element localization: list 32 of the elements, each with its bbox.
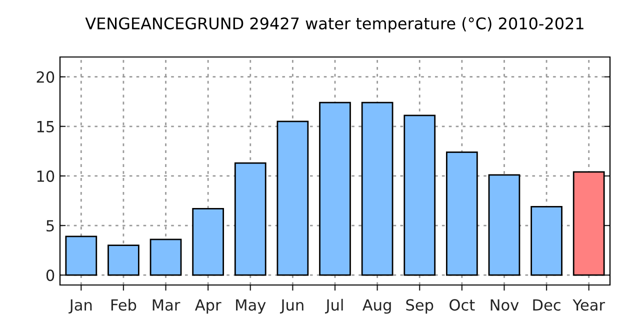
- bar: [488, 174, 520, 276]
- x-tick-label: Apr: [194, 299, 222, 314]
- x-tick-label: Jul: [324, 298, 343, 314]
- y-tick-label: 5: [46, 220, 54, 232]
- x-tick-label: Oct: [450, 299, 475, 311]
- bar: [572, 171, 605, 276]
- x-tick-label: Nov: [490, 299, 519, 311]
- x-tick-label: Year: [572, 299, 606, 311]
- bar: [192, 208, 224, 276]
- y-tick-label: 10: [37, 170, 54, 182]
- x-tick-label: May: [236, 299, 266, 314]
- x-tick-label: Aug: [362, 299, 391, 314]
- x-tick-label: Jan: [68, 299, 92, 314]
- y-tick-label: 20: [36, 71, 54, 83]
- x-tick-label: Dec: [533, 299, 560, 311]
- bar: [108, 244, 140, 276]
- bar: [319, 102, 351, 276]
- bar: [234, 162, 266, 276]
- x-tick-label: Sep: [406, 299, 434, 314]
- bar: [446, 151, 478, 276]
- bar: [276, 120, 309, 276]
- bar: [361, 102, 394, 276]
- x-tick-label: Feb: [111, 298, 136, 311]
- x-tick-label: Jun: [280, 299, 304, 314]
- x-tick-label: Mar: [152, 299, 180, 311]
- y-tick-label: 15: [37, 121, 54, 132]
- bar: [150, 238, 182, 276]
- y-tick-label: 0: [46, 270, 54, 282]
- bar: [404, 114, 436, 276]
- chart-title: VENGEANCEGRUND 29427 water temperature (°C) 2010-2021: [85, 17, 584, 33]
- bar: [65, 236, 98, 276]
- bar: [530, 206, 562, 276]
